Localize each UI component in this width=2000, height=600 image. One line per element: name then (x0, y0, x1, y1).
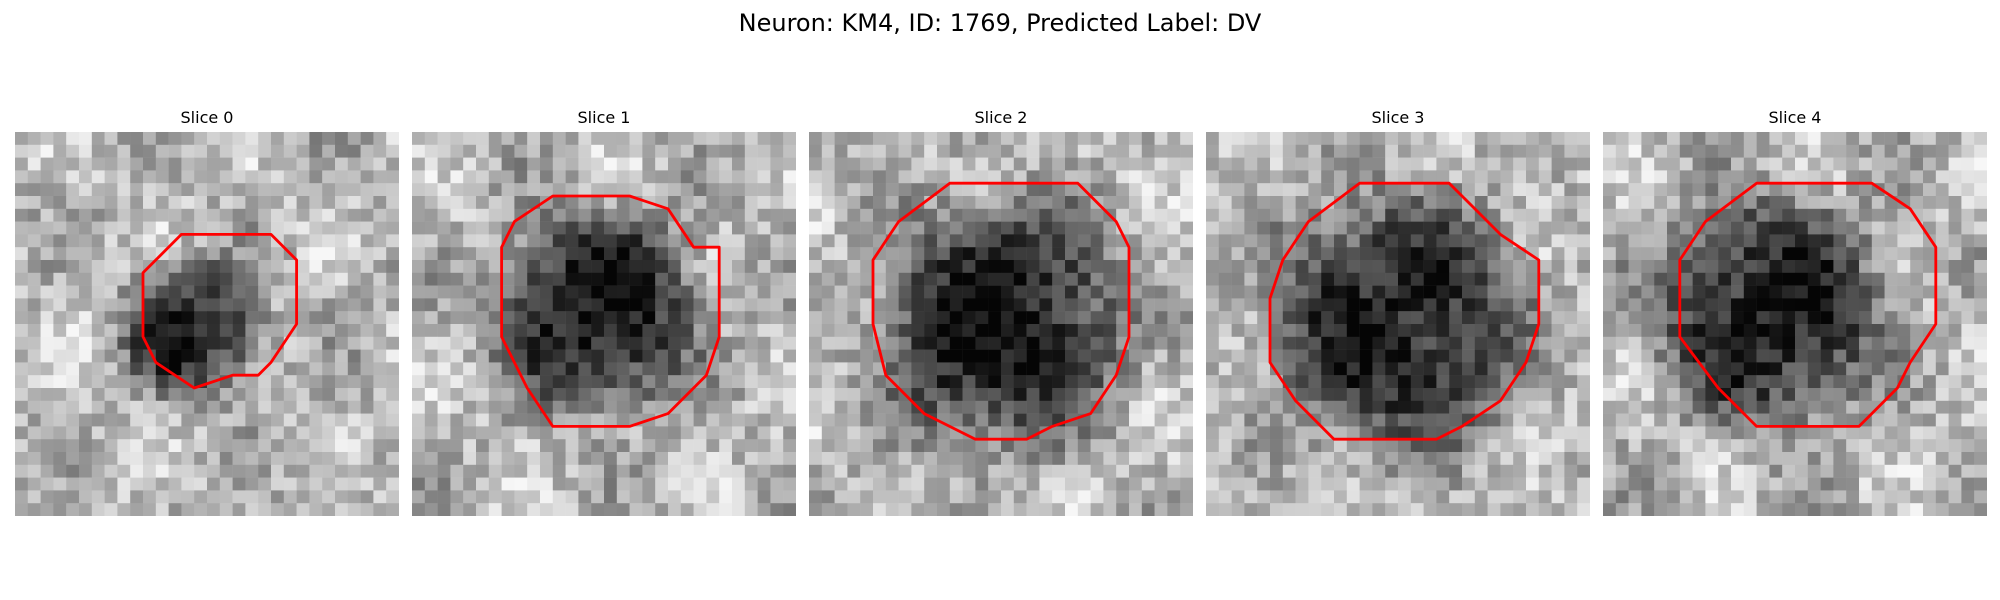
panel-title: Slice 2 (974, 108, 1028, 127)
panel-title: Slice 3 (1371, 108, 1425, 127)
slice-image (1603, 132, 1987, 516)
contour-outline (500, 194, 721, 428)
panel-slice-2: Slice 2 (809, 108, 1193, 516)
pixel-grid (809, 132, 1193, 516)
contour-outline (871, 181, 1131, 441)
panel-title: Slice 4 (1768, 108, 1822, 127)
slice-image (412, 132, 796, 516)
contour-outline (1678, 181, 1938, 428)
pixel-grid (412, 132, 796, 516)
panel-title: Slice 0 (180, 108, 234, 127)
contour-outline (141, 232, 299, 390)
panel-slice-1: Slice 1 (412, 108, 796, 516)
panel-title: Slice 1 (577, 108, 631, 127)
pixel-grid (15, 132, 399, 516)
panel-slice-3: Slice 3 (1206, 108, 1590, 516)
panel-slice-4: Slice 4 (1603, 108, 1987, 516)
slice-image (15, 132, 399, 516)
slice-image (809, 132, 1193, 516)
pixel-grid (1206, 132, 1590, 516)
panel-slice-0: Slice 0 (15, 108, 399, 516)
slice-image (1206, 132, 1590, 516)
figure-title: Neuron: KM4, ID: 1769, Predicted Label: … (738, 9, 1262, 37)
pixel-grid (1603, 132, 1987, 516)
contour-outline (1268, 181, 1541, 441)
